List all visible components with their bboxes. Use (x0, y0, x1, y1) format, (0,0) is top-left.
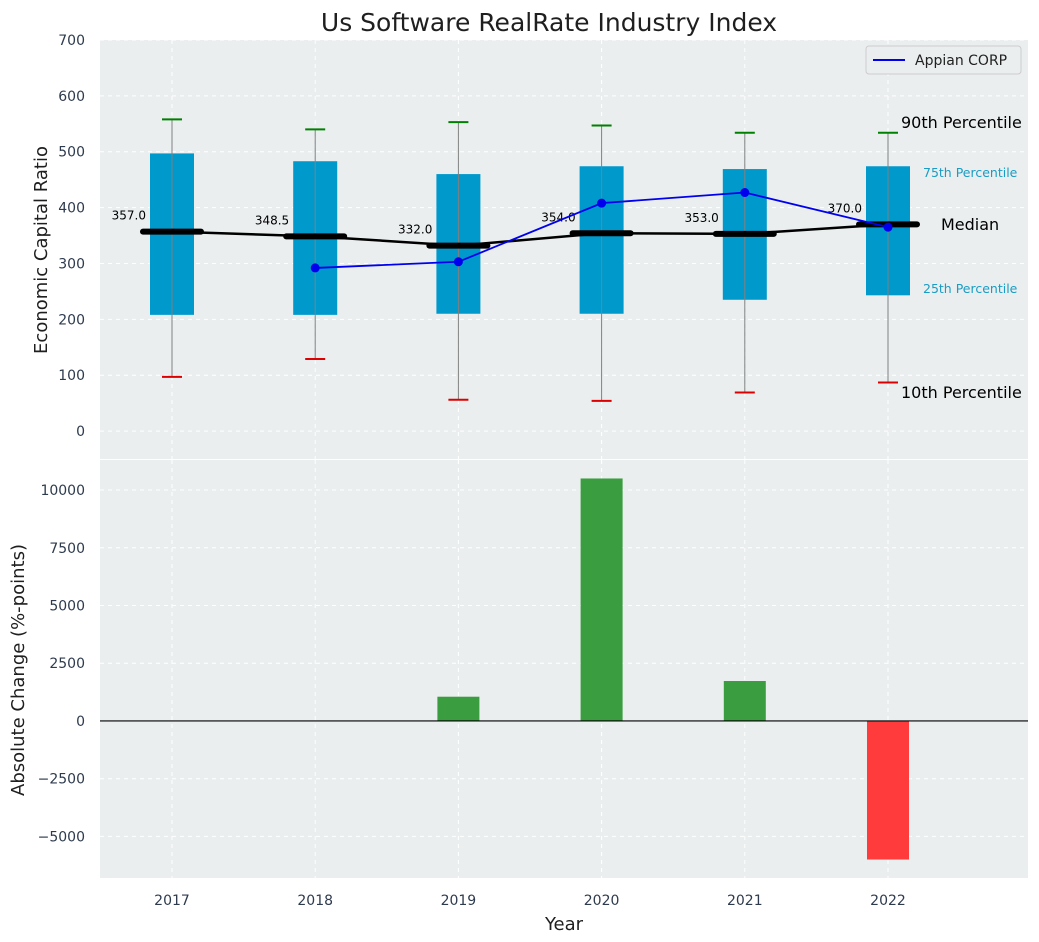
median-value-label: 354.0 (541, 210, 575, 224)
top-y-tick-label: 700 (58, 33, 85, 49)
x-tick-label: 2021 (727, 893, 763, 909)
x-tick-label: 2018 (297, 893, 333, 909)
x-tick-label: 2017 (154, 893, 190, 909)
appian-point (740, 188, 750, 198)
top-y-axis-title: Economic Capital Ratio (31, 146, 52, 354)
p90-annotation: 90th Percentile (901, 113, 1022, 132)
median-annotation: Median (941, 215, 999, 234)
median-value-label: 370.0 (828, 201, 862, 215)
bottom-y-axis-title: Absolute Change (%-points) (8, 544, 29, 796)
appian-point (597, 198, 607, 208)
change-bar (437, 696, 480, 721)
top-y-tick-label: 400 (58, 201, 85, 217)
x-tick-label: 2022 (870, 893, 906, 909)
top-y-tick-label: 0 (76, 424, 85, 440)
bottom-y-tick-label: 5000 (49, 598, 85, 614)
median-value-label: 332.0 (398, 223, 432, 237)
appian-point (310, 263, 320, 273)
change-bar (580, 478, 623, 721)
p75-annotation: 75th Percentile (923, 165, 1018, 180)
bottom-panel-marks (100, 478, 1028, 860)
median-value-label: 353.0 (684, 211, 718, 225)
chart-title: Us Software RealRate Industry Index (321, 8, 777, 37)
top-y-tick-label: 500 (58, 145, 85, 161)
bottom-y-tick-label: 2500 (49, 656, 85, 672)
legend-label-appian: Appian CORP (915, 53, 1007, 69)
bottom-y-tick-label: 7500 (49, 541, 85, 557)
top-y-tick-label: 100 (58, 368, 85, 384)
legend-box (865, 45, 1022, 75)
median-value-label: 357.0 (112, 209, 146, 223)
x-tick-label: 2019 (441, 893, 477, 909)
bottom-y-tick-label: −5000 (38, 829, 85, 845)
legend: Appian CORP (865, 45, 1022, 75)
change-bar (723, 681, 766, 721)
p10-annotation: 10th Percentile (901, 383, 1022, 402)
top-y-tick-label: 200 (58, 312, 85, 328)
bottom-y-tick-label: −2500 (38, 772, 85, 788)
top-y-tick-label: 300 (58, 256, 85, 272)
bottom-y-tick-label: 0 (76, 714, 85, 730)
p25-annotation: 25th Percentile (923, 281, 1018, 296)
median-value-label: 348.5 (255, 213, 289, 227)
bottom-panel-grid (100, 460, 1028, 878)
change-bar (867, 720, 909, 860)
bottom-panel-y-ticks: −5000 −2500 0 2500 5000 7500 10000 (38, 483, 85, 845)
x-ticks: 2017 2018 2019 2020 2021 2022 (154, 893, 906, 909)
top-panel-marks: 357.0 348.5 332.0 354.0 353.0 370.0 (112, 118, 920, 402)
top-y-tick-label: 600 (58, 89, 85, 105)
appian-point (883, 222, 893, 232)
top-panel-y-ticks: 0 100 200 300 400 500 600 700 (58, 33, 85, 440)
bottom-y-tick-label: 10000 (40, 483, 85, 499)
x-tick-label: 2020 (584, 893, 620, 909)
appian-point (453, 257, 463, 267)
x-axis-title: Year (544, 914, 584, 935)
